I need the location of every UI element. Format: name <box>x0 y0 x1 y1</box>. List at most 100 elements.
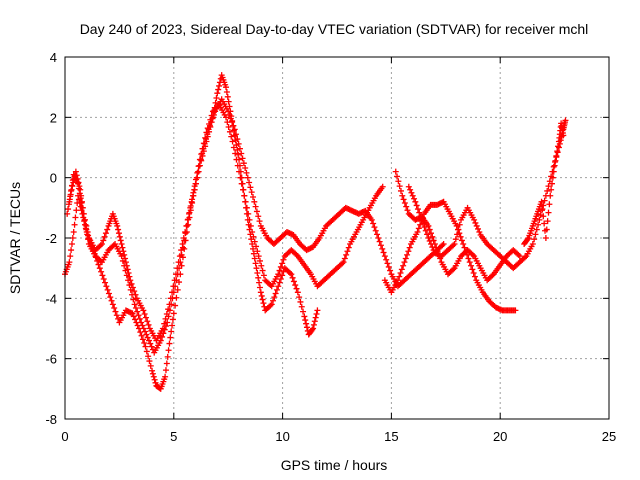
data-point <box>162 315 169 322</box>
data-point <box>201 140 208 147</box>
data-point <box>80 210 87 217</box>
data-point <box>242 198 249 205</box>
data-point <box>199 150 206 157</box>
data-point <box>227 115 234 122</box>
data-point <box>413 202 420 209</box>
data-point <box>397 269 404 276</box>
data-point <box>116 233 123 240</box>
data-point <box>167 334 174 341</box>
data-point <box>370 220 377 227</box>
data-point <box>251 255 258 262</box>
x-tick-label: 5 <box>170 429 177 444</box>
data-point <box>229 138 236 145</box>
data-point <box>141 339 148 346</box>
data-point <box>170 283 177 290</box>
data-point <box>213 95 220 102</box>
data-point <box>230 122 237 129</box>
data-point <box>96 265 103 272</box>
data-point <box>452 236 459 243</box>
data-point <box>540 213 547 220</box>
data-point <box>142 343 149 350</box>
data-point <box>533 226 540 233</box>
data-point <box>539 206 546 213</box>
data-point <box>450 242 457 249</box>
data-point <box>161 320 168 327</box>
data-point <box>103 283 110 290</box>
data-point <box>405 183 412 190</box>
data-point <box>402 255 409 262</box>
data-point <box>460 241 467 248</box>
data-point <box>127 277 134 284</box>
data-point <box>242 165 249 172</box>
data-point <box>68 247 75 254</box>
data-point <box>418 216 425 223</box>
data-point <box>255 213 262 220</box>
data-point <box>439 242 446 249</box>
data-point <box>130 313 137 320</box>
data-point <box>147 340 154 347</box>
data-point <box>311 318 318 325</box>
data-point <box>374 231 381 238</box>
data-point <box>216 82 223 89</box>
data-point <box>228 133 235 140</box>
data-point <box>67 193 74 200</box>
data-point <box>458 237 465 244</box>
data-point <box>138 319 145 326</box>
data-point <box>119 244 126 251</box>
data-point <box>387 267 394 274</box>
data-point <box>379 183 386 190</box>
data-point <box>151 376 158 383</box>
data-point <box>70 228 77 235</box>
data-point <box>105 290 112 297</box>
data-point <box>248 189 255 196</box>
data-point <box>405 248 412 255</box>
data-point <box>549 174 556 181</box>
data-point <box>142 314 149 321</box>
data-point <box>113 312 120 319</box>
data-point <box>552 157 559 164</box>
data-point <box>252 203 259 210</box>
data-point <box>548 180 555 187</box>
data-point <box>235 140 242 147</box>
data-point <box>139 336 146 343</box>
data-point <box>112 308 119 315</box>
data-point <box>215 86 222 93</box>
data-point <box>129 310 136 317</box>
data-point <box>240 160 247 167</box>
data-point <box>102 230 109 237</box>
data-point <box>243 169 250 176</box>
data-point <box>128 280 135 287</box>
data-point <box>195 168 202 175</box>
data-point <box>140 307 147 314</box>
data-point <box>372 227 379 234</box>
data-point <box>147 362 154 369</box>
data-point <box>246 179 253 186</box>
data-point <box>428 230 435 237</box>
data-point <box>131 301 138 308</box>
data-point <box>122 255 129 262</box>
y-tick-label: -6 <box>45 352 57 367</box>
data-point <box>66 198 73 205</box>
data-point <box>456 221 463 228</box>
data-point <box>131 288 138 295</box>
data-point <box>425 235 432 241</box>
data-point <box>392 168 399 175</box>
data-point <box>191 186 198 193</box>
data-point <box>111 304 118 311</box>
data-point <box>159 333 166 340</box>
data-point <box>314 307 321 314</box>
data-point <box>104 226 111 233</box>
data-point <box>68 241 75 248</box>
data-point <box>455 226 462 233</box>
data-point <box>396 273 403 280</box>
data-point <box>100 276 107 283</box>
y-tick-label: 0 <box>50 171 57 186</box>
data-point <box>468 262 475 269</box>
y-tick-label: -8 <box>45 412 57 427</box>
data-point <box>454 231 461 238</box>
data-point <box>379 245 386 252</box>
data-point <box>553 152 560 159</box>
data-point <box>142 328 149 335</box>
data-point <box>251 238 258 245</box>
data-point <box>541 220 548 227</box>
